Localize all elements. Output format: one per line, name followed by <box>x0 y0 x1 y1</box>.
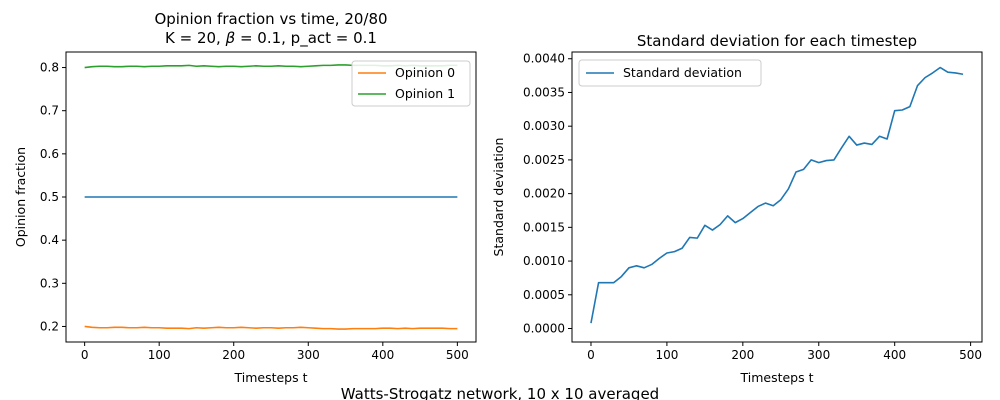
x-tick-label: 500 <box>959 348 982 362</box>
right-legend: Standard deviation <box>578 59 762 87</box>
x-tick-label: 100 <box>148 348 171 362</box>
y-tick-label: 0.4 <box>40 233 59 247</box>
left-chart-title-line2: K = 20, β = 0.1, p_act = 0.1 <box>165 29 377 48</box>
y-tick-label: 0.7 <box>40 104 59 118</box>
y-tick-label: 0.2 <box>40 319 59 333</box>
x-tick-label: 400 <box>371 348 394 362</box>
x-tick-label: 300 <box>807 348 830 362</box>
y-tick-label: 0.0040 <box>523 52 565 66</box>
right-y-axis-label: Standard deviation <box>491 138 506 257</box>
x-tick-label: 200 <box>222 348 245 362</box>
opinion-fraction-chart: Opinion fraction vs time, 20/80 K = 20, … <box>13 10 477 385</box>
legend-label-opinion-1: Opinion 1 <box>395 86 455 101</box>
left-legend: Opinion 0 Opinion 1 <box>351 60 471 107</box>
left-x-axis-label: Timesteps t <box>233 370 307 385</box>
series-line-opinion-0 <box>84 325 458 330</box>
right-plot-frame <box>571 51 983 343</box>
x-tick-label: 200 <box>731 348 754 362</box>
y-tick-label: 0.0000 <box>523 322 565 336</box>
y-tick-label: 0.5 <box>40 190 59 204</box>
figure-suptitle: Watts-Strogatz network, 10 x 10 averaged <box>341 385 659 400</box>
right-x-axis-label: Timesteps t <box>739 370 813 385</box>
legend-label-opinion-0: Opinion 0 <box>395 65 455 80</box>
y-tick-label: 0.6 <box>40 147 59 161</box>
x-tick-label: 500 <box>446 348 469 362</box>
y-tick-label: 0.8 <box>40 61 59 75</box>
y-tick-label: 0.0025 <box>523 153 565 167</box>
y-tick-label: 0.0010 <box>523 254 565 268</box>
y-tick-label: 0.3 <box>40 276 59 290</box>
y-tick-label: 0.0020 <box>523 187 565 201</box>
right-chart-title: Standard deviation for each timestep <box>637 32 917 50</box>
left-y-axis-label: Opinion fraction <box>13 147 28 247</box>
y-tick-label: 0.0015 <box>523 220 565 234</box>
legend-label-standard-deviation: Standard deviation <box>623 65 742 80</box>
y-tick-label: 0.0030 <box>523 119 565 133</box>
x-tick-label: 0 <box>587 348 595 362</box>
x-tick-label: 0 <box>81 348 89 362</box>
series-line-standard-deviation <box>590 66 964 324</box>
y-tick-label: 0.0035 <box>523 85 565 99</box>
x-tick-label: 100 <box>655 348 678 362</box>
x-tick-label: 300 <box>297 348 320 362</box>
left-chart-title-line1: Opinion fraction vs time, 20/80 <box>154 10 387 28</box>
x-tick-label: 400 <box>883 348 906 362</box>
left-plot-frame <box>65 51 477 343</box>
y-tick-label: 0.0005 <box>523 288 565 302</box>
standard-deviation-chart: Standard deviation for each timestep 0 10… <box>491 32 983 385</box>
